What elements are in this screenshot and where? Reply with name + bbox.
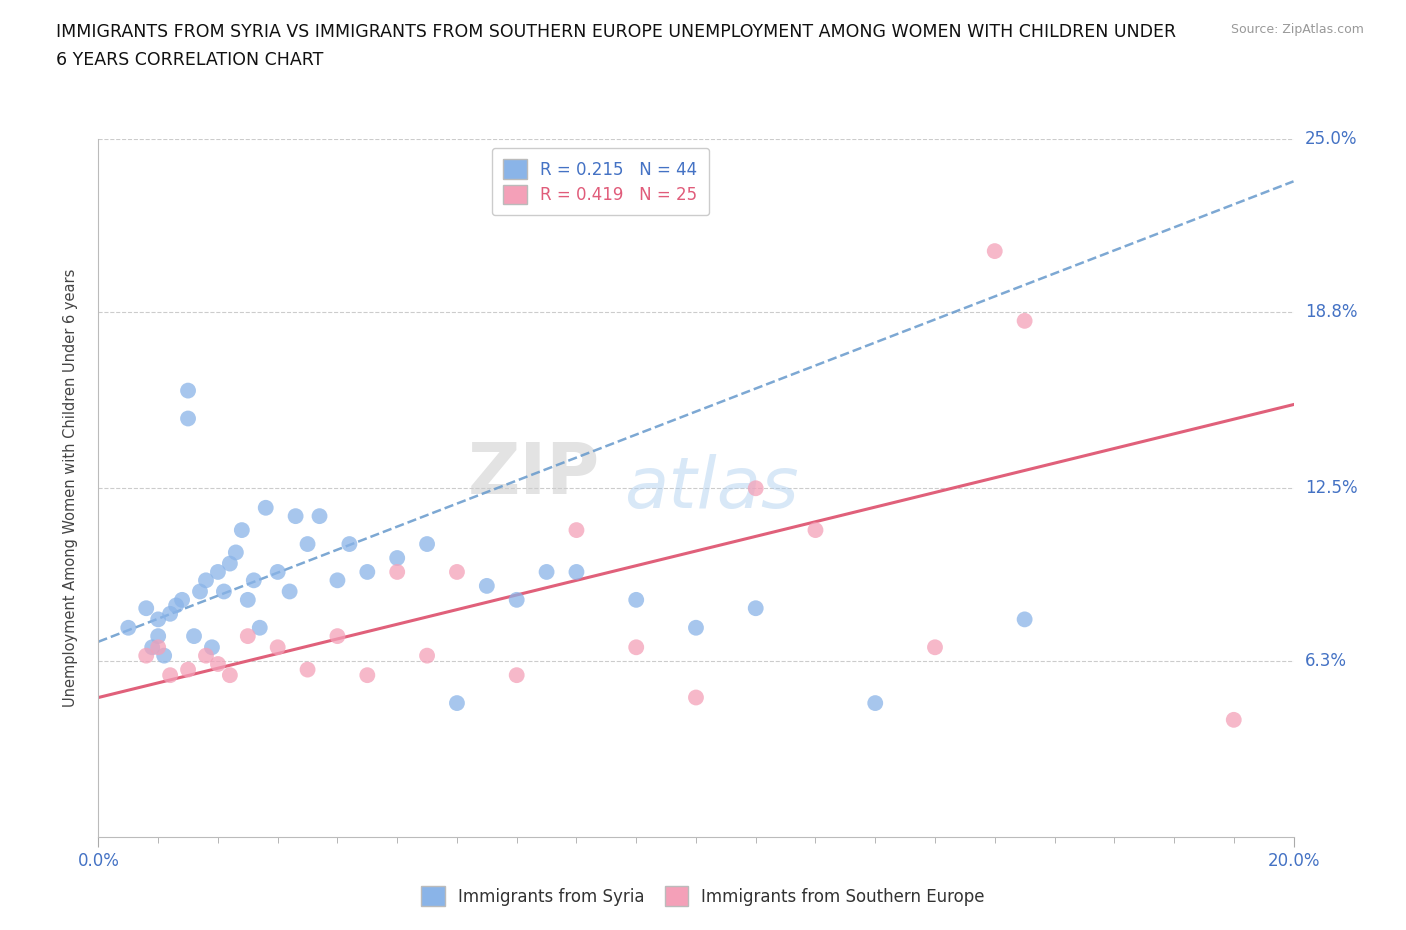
Point [385, 551, 409, 565]
Point [249, 620, 271, 635]
Point [804, 523, 827, 538]
Point [117, 620, 139, 635]
Point [148, 640, 170, 655]
Point [565, 523, 588, 538]
Point [278, 584, 301, 599]
Text: 6.3%: 6.3% [1305, 652, 1347, 671]
Point [135, 601, 157, 616]
Point [183, 629, 205, 644]
Point [148, 612, 170, 627]
Point [506, 592, 529, 607]
Point [536, 565, 558, 579]
Point [685, 620, 707, 635]
Point [225, 545, 247, 560]
Point [326, 573, 349, 588]
Text: 25.0%: 25.0% [1305, 130, 1357, 149]
Point [267, 640, 290, 655]
Point [219, 668, 242, 683]
Point [356, 565, 378, 579]
Text: ZIP: ZIP [468, 440, 600, 509]
Point [177, 411, 200, 426]
Point [297, 537, 319, 551]
Point [177, 383, 200, 398]
Text: 18.8%: 18.8% [1305, 303, 1357, 322]
Legend: R = 0.215   N = 44, R = 0.419   N = 25: R = 0.215 N = 44, R = 0.419 N = 25 [492, 148, 709, 216]
Text: 6 YEARS CORRELATION CHART: 6 YEARS CORRELATION CHART [56, 51, 323, 69]
Point [207, 657, 229, 671]
Point [159, 606, 181, 621]
Point [194, 573, 218, 588]
Point [745, 601, 768, 616]
Point [219, 556, 242, 571]
Text: 12.5%: 12.5% [1305, 479, 1357, 498]
Text: atlas: atlas [624, 454, 799, 523]
Point [1223, 712, 1246, 727]
Point [924, 640, 946, 655]
Text: IMMIGRANTS FROM SYRIA VS IMMIGRANTS FROM SOUTHERN EUROPE UNEMPLOYMENT AMONG WOME: IMMIGRANTS FROM SYRIA VS IMMIGRANTS FROM… [56, 23, 1177, 41]
Point [207, 565, 229, 579]
Point [565, 565, 588, 579]
Point [506, 668, 529, 683]
Point [1014, 313, 1036, 328]
Point [212, 584, 235, 599]
Point [416, 537, 439, 551]
Point [188, 584, 211, 599]
Point [297, 662, 319, 677]
Point [416, 648, 439, 663]
Point [236, 592, 259, 607]
Point [284, 509, 307, 524]
Point [141, 640, 163, 655]
Point [236, 629, 259, 644]
Point [326, 629, 349, 644]
Point [624, 640, 647, 655]
Point [135, 648, 157, 663]
Point [446, 696, 468, 711]
Point [177, 662, 200, 677]
Point [194, 648, 218, 663]
Point [231, 523, 253, 538]
Text: Source: ZipAtlas.com: Source: ZipAtlas.com [1230, 23, 1364, 36]
Point [243, 573, 266, 588]
Point [159, 668, 181, 683]
Point [172, 592, 194, 607]
Point [267, 565, 290, 579]
Point [624, 592, 647, 607]
Point [385, 565, 409, 579]
Point [153, 648, 176, 663]
Point [148, 629, 170, 644]
Point [745, 481, 768, 496]
Point [165, 598, 187, 613]
Point [356, 668, 378, 683]
Point [983, 244, 1005, 259]
Point [339, 537, 360, 551]
Point [446, 565, 468, 579]
Y-axis label: Unemployment Among Women with Children Under 6 years: Unemployment Among Women with Children U… [63, 269, 77, 708]
Point [865, 696, 887, 711]
Point [201, 640, 224, 655]
Point [475, 578, 498, 593]
Point [1014, 612, 1036, 627]
Point [685, 690, 707, 705]
Legend: Immigrants from Syria, Immigrants from Southern Europe: Immigrants from Syria, Immigrants from S… [415, 880, 991, 912]
Point [254, 500, 277, 515]
Point [308, 509, 330, 524]
